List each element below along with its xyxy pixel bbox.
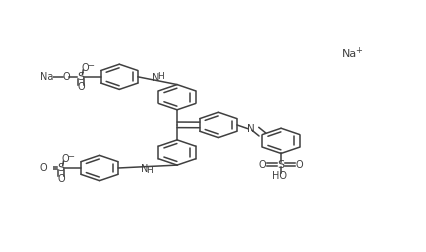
Text: +: + <box>355 46 362 54</box>
Text: N: N <box>248 124 255 134</box>
Text: −: − <box>87 61 94 70</box>
Text: N: N <box>141 165 148 174</box>
Text: O: O <box>57 174 65 184</box>
Text: HO: HO <box>272 171 287 181</box>
Text: O: O <box>61 154 69 164</box>
Text: −: − <box>67 152 75 162</box>
Text: S: S <box>78 72 84 82</box>
Text: N: N <box>152 73 159 83</box>
Text: O: O <box>62 72 70 82</box>
Text: O: O <box>39 163 47 173</box>
Text: Na: Na <box>40 72 54 82</box>
Text: O: O <box>81 63 89 73</box>
Text: O: O <box>296 160 303 170</box>
Text: Na: Na <box>342 49 357 58</box>
Text: S: S <box>277 160 285 170</box>
Text: S: S <box>58 163 65 173</box>
Text: O: O <box>259 160 266 170</box>
Text: O: O <box>77 82 85 92</box>
Text: H: H <box>157 72 164 81</box>
Text: H: H <box>146 166 153 175</box>
